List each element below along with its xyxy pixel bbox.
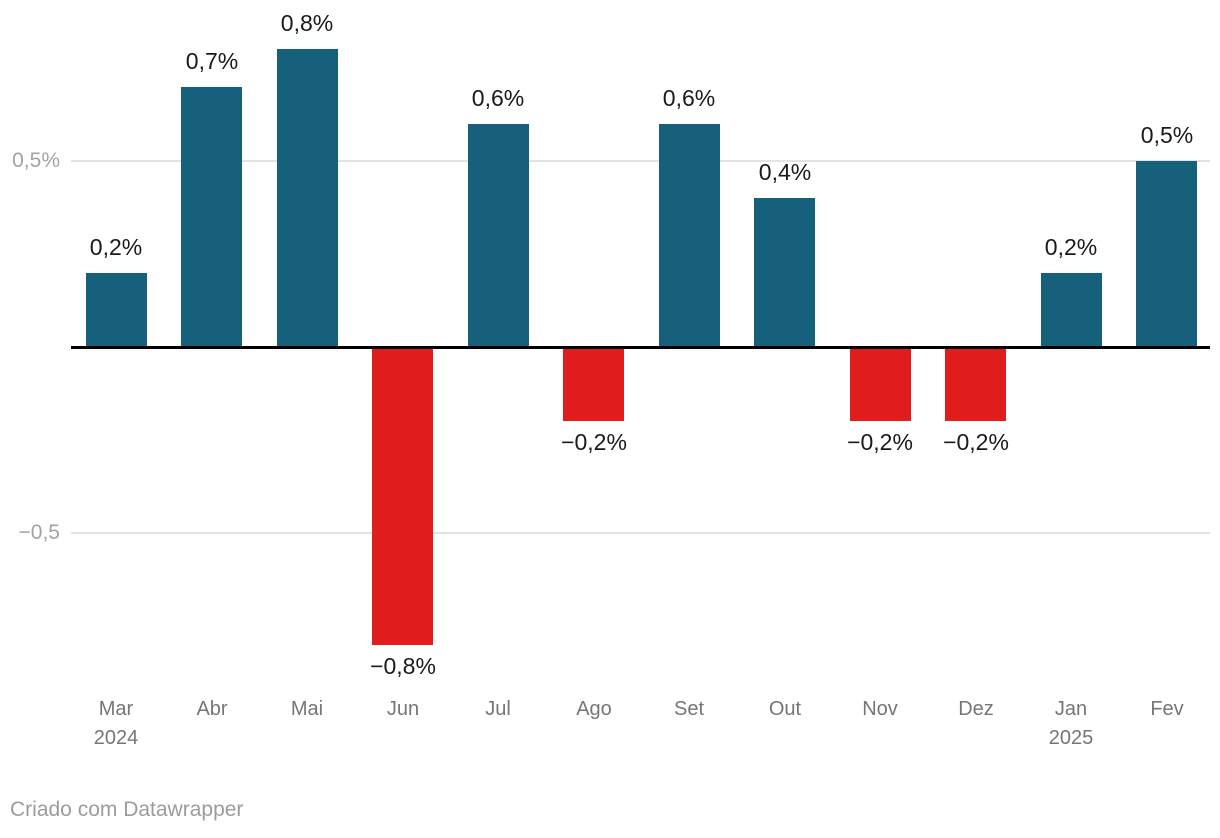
x-axis-tick-label: Nov	[820, 695, 940, 724]
bar-value-label: 0,2%	[89, 234, 143, 260]
bar	[372, 347, 433, 645]
bar-value-label: 0,7%	[185, 48, 239, 74]
zero-baseline	[71, 346, 1210, 349]
x-tick-month: Abr	[196, 698, 228, 720]
x-axis-tick-label: Ago	[534, 695, 654, 724]
bar-value-label: 0,5%	[1140, 122, 1194, 148]
bar-value-label: 0,6%	[662, 85, 716, 111]
x-axis-tick-label: Abr	[152, 695, 272, 724]
y-gridline	[71, 160, 1210, 162]
x-tick-month: Mar	[98, 698, 134, 720]
x-axis-tick-label: Fev	[1107, 695, 1220, 724]
bar	[1041, 273, 1102, 347]
bar	[181, 87, 242, 347]
x-axis-tick-label: Out	[725, 695, 845, 724]
x-axis-tick-label: Set	[629, 695, 749, 724]
x-tick-month: Dez	[958, 698, 994, 720]
bar-value-label: 0,8%	[280, 10, 334, 36]
bar-value-label: 0,4%	[758, 159, 812, 185]
x-axis-tick-label: Jan 2025	[1011, 695, 1131, 753]
x-tick-month: Set	[673, 698, 705, 720]
bar	[468, 124, 529, 347]
bar	[850, 347, 911, 421]
bar	[1136, 161, 1197, 347]
x-tick-year: 2024	[93, 727, 139, 749]
y-gridline	[71, 532, 1210, 534]
x-tick-month: Jul	[485, 698, 511, 720]
y-axis-tick-label: 0,5%	[12, 149, 60, 172]
x-axis-tick-label: Mai	[247, 695, 367, 724]
bar-value-label: 0,2%	[1044, 234, 1098, 260]
bar-value-label: −0,2%	[561, 429, 627, 455]
bar	[86, 273, 147, 347]
x-tick-month: Jun	[386, 698, 420, 720]
chart-footer: Criado com Datawrapper	[10, 797, 243, 823]
x-tick-year: 2025	[1048, 727, 1094, 749]
datawrapper-attribution-link[interactable]: Criado com Datawrapper	[10, 798, 244, 821]
x-tick-month: Jan	[1054, 698, 1088, 720]
x-tick-month: Fev	[1150, 698, 1184, 720]
x-tick-month: Mai	[290, 698, 324, 720]
y-axis-tick-label: −0,5	[18, 521, 60, 544]
bar-value-label: 0,6%	[471, 85, 525, 111]
bar-value-label: −0,2%	[943, 429, 1009, 455]
x-axis-tick-label: Dez	[916, 695, 1036, 724]
x-tick-month: Out	[768, 698, 802, 720]
x-tick-month: Nov	[862, 698, 898, 720]
bar-chart: 0,5% −0,5 0,2% Mar 2024 0,7% Abr 0,8% Mai −0,8% Ju…	[12, 10, 1220, 753]
x-tick-month: Ago	[576, 698, 612, 720]
bar-value-label: −0,8%	[370, 653, 436, 679]
bar	[754, 198, 815, 347]
bar	[945, 347, 1006, 421]
x-axis-tick-label: Mar 2024	[56, 695, 176, 753]
x-axis-tick-label: Jul	[438, 695, 558, 724]
bar-value-label: −0,2%	[847, 429, 913, 455]
x-axis-tick-label: Jun	[343, 695, 463, 724]
bar	[659, 124, 720, 347]
bar	[563, 347, 624, 421]
bar	[277, 49, 338, 347]
